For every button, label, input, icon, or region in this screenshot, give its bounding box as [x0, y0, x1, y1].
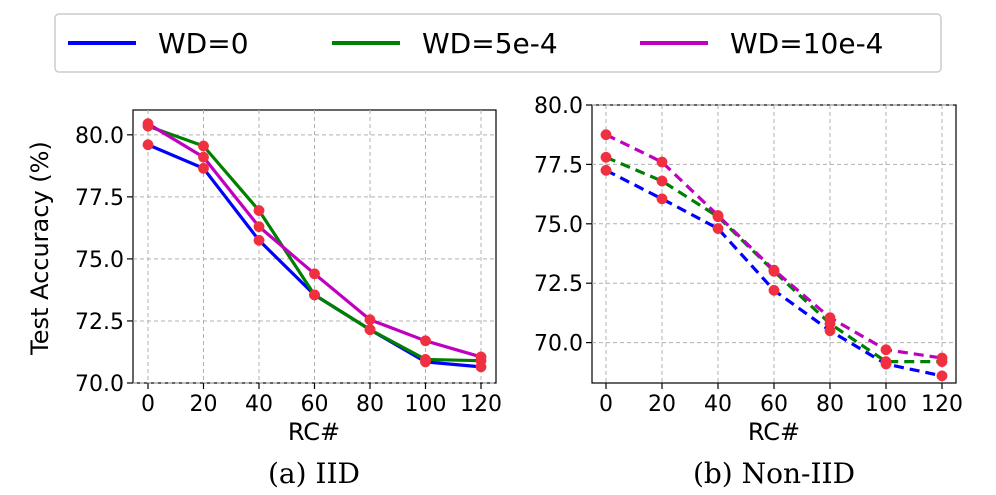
data-point: [198, 162, 209, 174]
data-point: [142, 139, 154, 151]
legend: WD=0 WD=5e-4 WD=10e-4: [54, 13, 942, 73]
x-tick-label: 40: [704, 392, 732, 417]
data-point: [420, 353, 431, 365]
caption-non-iid: (b) Non-IID: [693, 457, 855, 490]
data-point: [364, 314, 376, 326]
grid-non-iid: [592, 104, 956, 383]
legend-label-wd0: WD=0: [158, 27, 249, 60]
y-tick-label: 75.0: [75, 248, 124, 273]
data-point: [253, 234, 265, 246]
x-tick-label: 120: [921, 392, 963, 417]
data-point: [936, 370, 948, 382]
y-tick-label: 75.0: [534, 213, 583, 238]
x-axis-label-non-iid: RC#: [748, 418, 800, 446]
x-tick-label: 20: [648, 392, 676, 417]
data-point: [656, 193, 668, 205]
data-point: [880, 356, 892, 368]
x-tick-label: 120: [460, 392, 502, 417]
data-point: [656, 175, 668, 187]
y-tick-label: 80.0: [534, 94, 583, 119]
legend-label-wd5e-4: WD=5e-4: [422, 27, 558, 60]
data-point: [600, 151, 612, 163]
data-point: [768, 284, 780, 296]
x-tick-label: 100: [405, 392, 447, 417]
data-point: [253, 221, 265, 233]
plot-area-non-iid: [591, 104, 957, 384]
data-point: [600, 129, 612, 141]
x-axis-label-iid: RC#: [288, 418, 340, 446]
ticks-non-iid: 0 20 40 60 80 100 120 70.0 72.5 75.0 77.5 80.0: [534, 94, 963, 417]
y-tick-label: 72.5: [534, 272, 583, 297]
series-iid: [142, 118, 487, 373]
data-point: [712, 210, 724, 221]
x-tick-label: 20: [190, 392, 218, 417]
y-tick-label: 77.5: [75, 186, 124, 211]
data-point: [198, 151, 209, 163]
data-point: [309, 268, 320, 280]
x-tick-label: 100: [865, 392, 907, 417]
data-point: [253, 205, 265, 216]
legend-frame: [54, 13, 942, 73]
y-tick-label: 70.0: [534, 332, 583, 357]
data-point: [309, 289, 320, 301]
data-point: [768, 264, 780, 276]
x-tick-label: 40: [245, 392, 273, 417]
data-point: [712, 223, 724, 235]
x-tick-label: 60: [301, 392, 329, 417]
data-point: [936, 352, 948, 364]
data-point: [824, 312, 836, 324]
y-tick-label: 80.0: [75, 124, 124, 149]
data-point: [475, 351, 487, 363]
data-point: [198, 140, 209, 152]
series-non-iid: [600, 129, 948, 382]
data-point: [364, 324, 376, 336]
x-tick-label: 80: [356, 392, 384, 417]
x-tick-label: 0: [141, 392, 155, 417]
y-axis-label: Test Accuracy (%): [26, 141, 54, 356]
data-point: [420, 335, 431, 347]
caption-iid: (a) IID: [268, 457, 360, 490]
x-tick-label: 0: [599, 392, 613, 417]
data-point: [142, 118, 154, 130]
grid-iid: [133, 110, 496, 384]
y-tick-label: 70.0: [75, 372, 124, 397]
data-point: [600, 164, 612, 176]
data-point: [656, 156, 668, 168]
ticks-iid: 0 20 40 60 80 100 120 70.0 72.5 75.0 77.5 80.0: [75, 124, 502, 417]
y-tick-label: 77.5: [534, 153, 583, 178]
x-tick-label: 80: [816, 392, 844, 417]
y-tick-label: 72.5: [75, 310, 124, 335]
chart-iid: 0 20 40 60 80 100 120 70.0 72.5 75.0 77.5 80.0 Test…: [26, 109, 502, 490]
x-tick-label: 60: [760, 392, 788, 417]
legend-label-wd10e-4: WD=10e-4: [730, 27, 883, 60]
data-point: [880, 344, 892, 356]
